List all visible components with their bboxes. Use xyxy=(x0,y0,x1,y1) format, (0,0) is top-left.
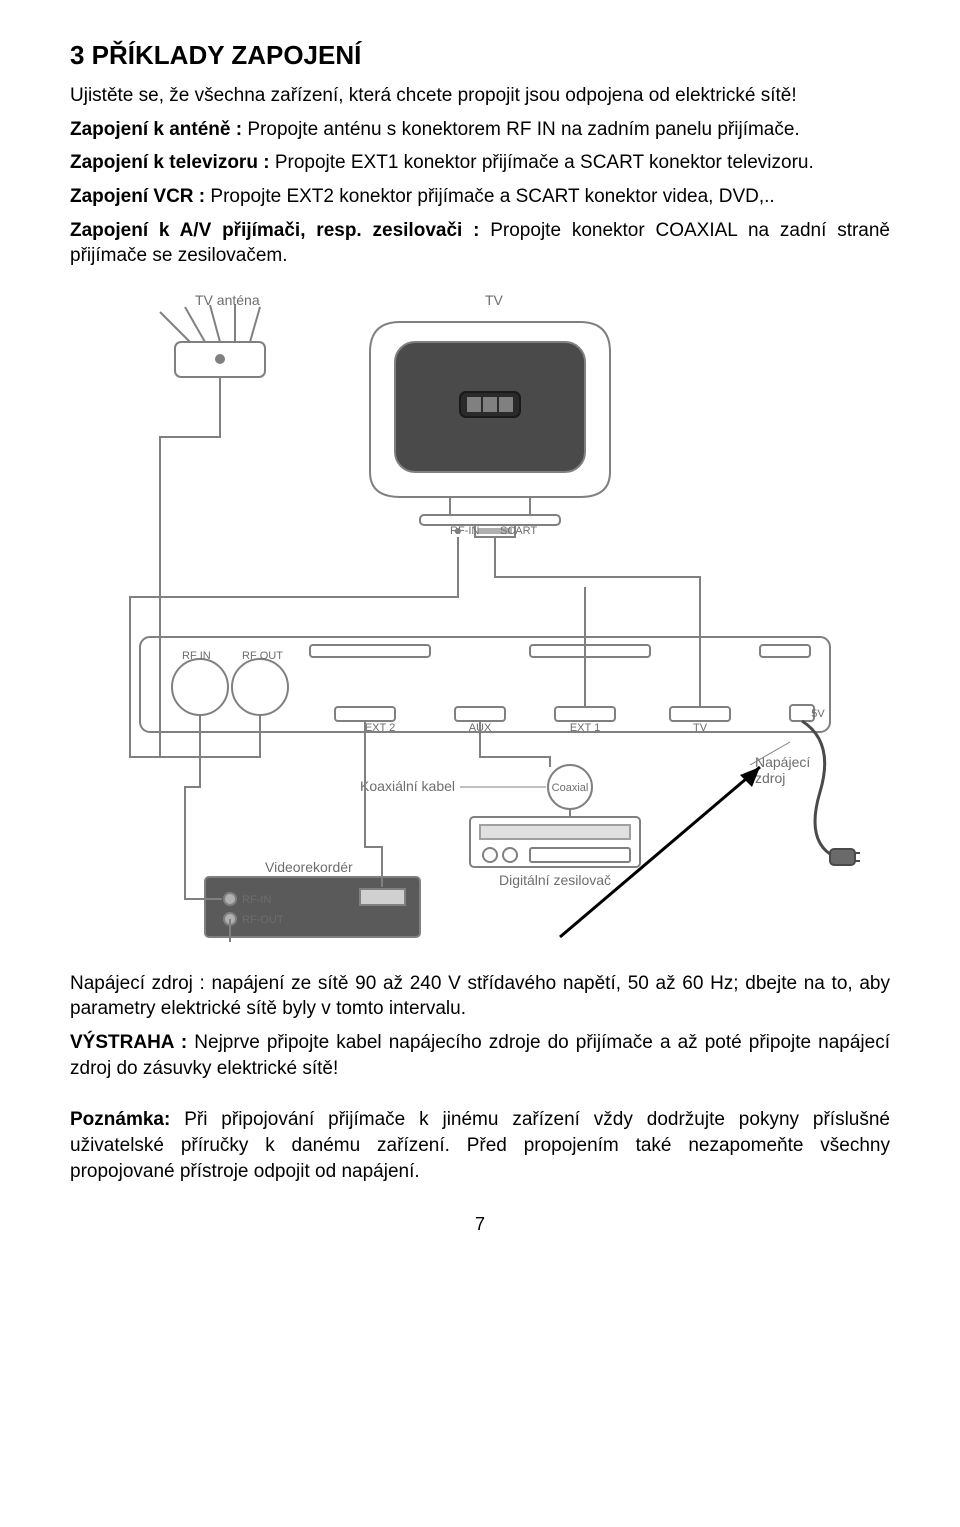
tv-icon xyxy=(370,322,610,537)
label-rf-out: RF OUT xyxy=(242,650,283,662)
tv-text: Propojte EXT1 konektor přijímače a SCART… xyxy=(270,152,814,173)
label-rf-in-tv: RF-IN xyxy=(450,525,479,537)
label-vcr: Videorekordér xyxy=(265,859,353,875)
antenna-text: Propojte anténu s konektorem RF IN na za… xyxy=(242,119,800,140)
label-5v: 5V xyxy=(811,708,825,720)
label-rf-in: RF IN xyxy=(182,650,211,662)
psu-paragraph: Napájecí zdroj : napájení ze sítě 90 až … xyxy=(70,971,890,1022)
label-coax-cable: Koaxiální kabel xyxy=(360,778,455,794)
intro-paragraph: Ujistěte se, že všechna zařízení, která … xyxy=(70,83,890,109)
label-tv-antenna: TV anténa xyxy=(195,292,260,308)
amplifier-icon xyxy=(470,817,640,867)
antenna-label: Zapojení k anténě : xyxy=(70,119,242,140)
label-ext2: EXT 2 xyxy=(365,722,395,734)
antenna-paragraph: Zapojení k anténě : Propojte anténu s ko… xyxy=(70,117,890,143)
label-amp: Digitální zesilovač xyxy=(499,872,611,888)
label-tv: TV xyxy=(485,292,504,308)
av-label: Zapojení k A/V přijímači, resp. zesilova… xyxy=(70,220,479,241)
svg-text:Coaxial: Coaxial xyxy=(552,782,589,794)
warning-label: VÝSTRAHA : xyxy=(70,1032,187,1053)
warning-paragraph: VÝSTRAHA : Nejprve připojte kabel napáje… xyxy=(70,1030,890,1081)
coaxial-bubble: Coaxial xyxy=(548,765,592,809)
antenna-icon xyxy=(160,305,265,377)
label-vcr-rfin: RF-IN xyxy=(242,894,271,906)
label-tv-port: TV xyxy=(693,722,708,734)
vcr-label: Zapojení VCR : xyxy=(70,186,205,207)
connection-diagram: TV anténa TV xyxy=(70,287,890,947)
label-vcr-rfout: RF-OUT xyxy=(242,914,284,926)
av-paragraph: Zapojení k A/V přijímači, resp. zesilova… xyxy=(70,218,890,269)
warning-text: Nejprve připojte kabel napájecího zdroje… xyxy=(70,1032,890,1079)
vcr-icon xyxy=(205,877,420,937)
note-text: Při připojování přijímače k jinému zaříz… xyxy=(70,1109,890,1181)
document-page: 3 PŘÍKLADY ZAPOJENÍ Ujistěte se, že všec… xyxy=(0,0,960,1275)
page-number: 7 xyxy=(70,1214,890,1235)
vcr-paragraph: Zapojení VCR : Propojte EXT2 konektor př… xyxy=(70,184,890,210)
section-heading: 3 PŘÍKLADY ZAPOJENÍ xyxy=(70,40,890,71)
note-label: Poznámka: xyxy=(70,1109,170,1130)
tv-label: Zapojení k televizoru : xyxy=(70,152,270,173)
power-cable-icon xyxy=(802,721,860,865)
vcr-text: Propojte EXT2 konektor přijímače a SCART… xyxy=(205,186,775,207)
label-psu-1: Napájecí xyxy=(755,754,810,770)
note-paragraph: Poznámka: Při připojování přijímače k ji… xyxy=(70,1107,890,1184)
diagram-svg: TV anténa TV xyxy=(100,287,860,947)
label-ext1: EXT 1 xyxy=(570,722,600,734)
tv-rf-dot xyxy=(455,528,461,534)
label-psu-2: zdroj xyxy=(755,770,785,786)
label-scart: SCART xyxy=(500,525,537,537)
tv-paragraph: Zapojení k televizoru : Propojte EXT1 ko… xyxy=(70,150,890,176)
